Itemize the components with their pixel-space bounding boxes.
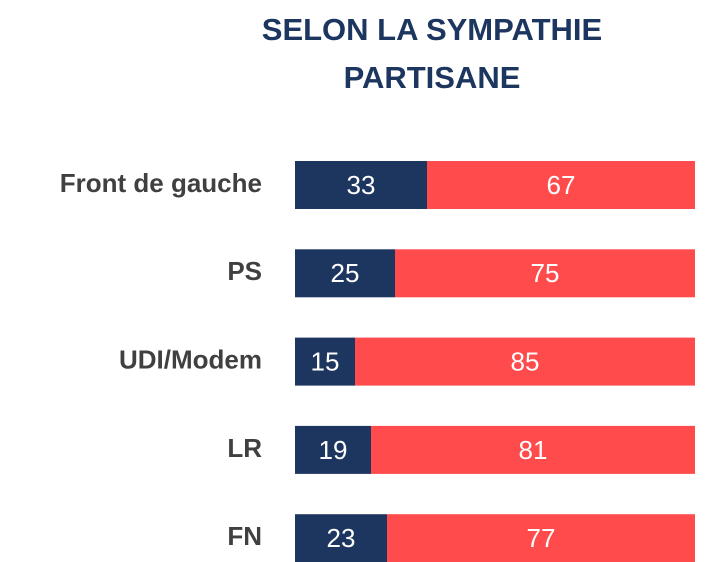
value-label: 23 — [327, 523, 356, 553]
bar-segment — [371, 425, 695, 474]
bar-segment — [355, 337, 695, 386]
bar-segment — [295, 337, 355, 386]
bar-segment — [295, 425, 371, 474]
bar-segment — [295, 514, 387, 562]
category-label: FN — [227, 521, 262, 551]
value-label: 33 — [347, 170, 376, 200]
value-label: 85 — [511, 346, 540, 376]
category-label: Front de gauche — [60, 168, 262, 198]
category-label: PS — [227, 256, 262, 286]
bar-segment — [295, 161, 427, 209]
category-label: LR — [227, 433, 262, 463]
value-label: 15 — [311, 346, 340, 376]
bar-segment — [295, 249, 395, 298]
value-label: 77 — [527, 523, 556, 553]
value-label: 75 — [531, 258, 560, 288]
value-label: 81 — [519, 435, 548, 465]
category-label: UDI/Modem — [119, 344, 262, 374]
value-label: 25 — [331, 258, 360, 288]
bar-segment — [387, 514, 695, 562]
bar-segment — [427, 161, 695, 209]
chart-title: SELON LA SYMPATHIE PARTISANE — [261, 12, 603, 95]
value-label: 67 — [547, 170, 576, 200]
bar-segment — [395, 249, 695, 298]
value-label: 19 — [319, 435, 348, 465]
